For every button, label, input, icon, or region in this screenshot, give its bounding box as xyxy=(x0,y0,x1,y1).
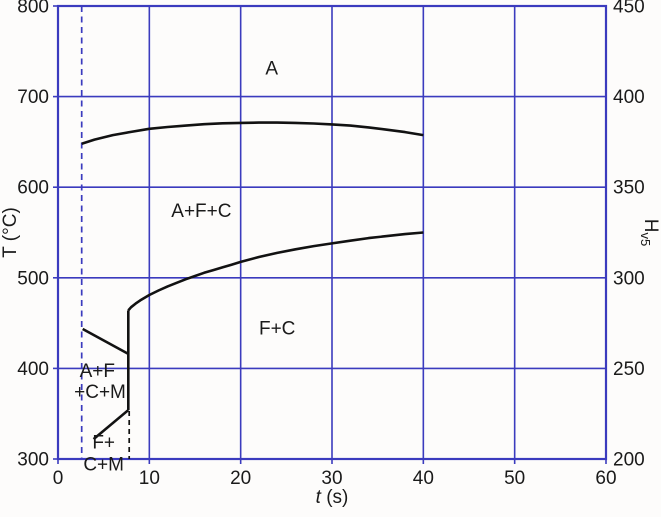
transformation-start-curve xyxy=(81,121,424,145)
y-right-tick-label: 400 xyxy=(613,87,645,108)
x-tick-label: 50 xyxy=(504,468,525,489)
x-tick-label: 30 xyxy=(321,468,342,489)
plot-frame xyxy=(56,4,608,461)
x-tick-label: 40 xyxy=(413,468,434,489)
y-right-tick-label: 250 xyxy=(613,359,645,380)
region-label-a-f: A+F xyxy=(80,361,115,382)
y-axis-title-left: T (°C) xyxy=(0,207,21,258)
region-label-f-c: F+C xyxy=(259,319,295,340)
y-left-tick-label: 500 xyxy=(17,268,49,289)
y-axis-title-right: Hv5 xyxy=(638,219,661,246)
x-tick-label: 20 xyxy=(230,468,251,489)
region-label-f: F+ xyxy=(92,433,115,454)
region-label-c-m: C+M xyxy=(83,454,124,475)
region-label-a-f-c: A+F+C xyxy=(171,201,231,222)
x-tick-label: 0 xyxy=(53,468,64,489)
y-left-tick-label: 600 xyxy=(17,178,49,199)
y-right-tick-label: 200 xyxy=(613,450,645,471)
martensite-lower-boundary xyxy=(92,409,130,441)
region-label-a: A xyxy=(265,59,278,80)
transformation-finish-curve xyxy=(127,231,424,312)
y-left-tick-label: 300 xyxy=(17,450,49,471)
x-axis-title: t (s) xyxy=(316,487,349,508)
x-tick-label: 10 xyxy=(139,468,160,489)
y-right-tick-label: 450 xyxy=(613,0,645,18)
martensite-upper-boundary xyxy=(82,327,129,356)
region-label-c-m: +C+M xyxy=(74,382,126,403)
y-right-tick-label: 300 xyxy=(613,268,645,289)
x-tick-label: 60 xyxy=(595,468,616,489)
y-left-tick-label: 400 xyxy=(17,359,49,380)
y-left-tick-label: 700 xyxy=(17,87,49,108)
y-left-tick-label: 800 xyxy=(17,0,49,18)
y-right-tick-label: 350 xyxy=(613,178,645,199)
